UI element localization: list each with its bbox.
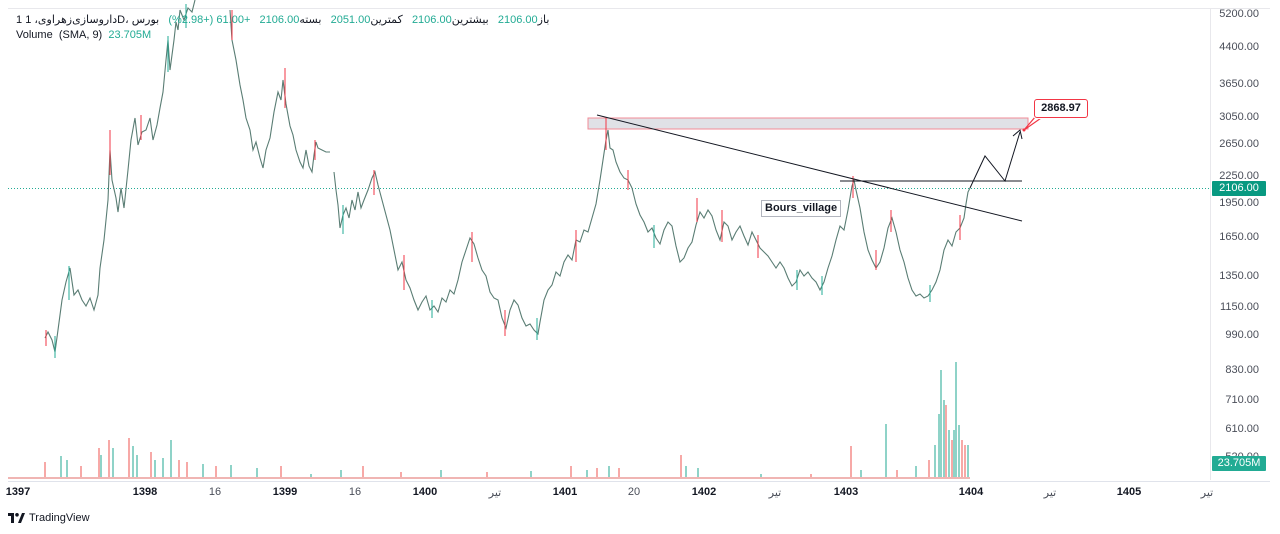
candle-wicks: [45, 4, 961, 358]
price-tick: 990.00: [1225, 329, 1259, 341]
descending-trendline[interactable]: [596, 114, 1023, 222]
target-price-callout[interactable]: 2868.97: [1034, 99, 1088, 118]
last-price-badge: 2106.00: [1212, 181, 1266, 196]
price-tick: 3050.00: [1219, 111, 1259, 123]
high-value: 2106.00: [411, 14, 452, 26]
price-tick: 4400.00: [1219, 41, 1259, 53]
price-tick: 1350.00: [1219, 270, 1259, 282]
price-tick: 2650.00: [1219, 138, 1259, 150]
chart-frame[interactable]: [8, 8, 1270, 482]
volume-value: 23.705M: [108, 29, 152, 41]
time-tick: 1397: [5, 486, 31, 498]
author-watermark-label[interactable]: Bours_village: [761, 200, 842, 217]
time-tick: 1401: [552, 486, 578, 498]
watermark-text: Bours_village: [765, 202, 838, 214]
time-tick: 1399: [272, 486, 298, 498]
price-tick: 2250.00: [1219, 170, 1259, 182]
time-tick: 1398: [132, 486, 158, 498]
close-label: بسته: [299, 14, 322, 26]
open-label: باز: [537, 14, 550, 26]
volume-legend-row[interactable]: Volume (SMA, 9) 23.705M: [16, 28, 549, 43]
low-value: 2051.00: [330, 14, 371, 26]
target-price-label: 2868.97: [1041, 102, 1081, 114]
volume-badge: 23.705M: [1212, 456, 1266, 471]
time-tick: 16: [208, 486, 222, 498]
price-tick: 1650.00: [1219, 231, 1259, 243]
time-tick: 20: [627, 486, 641, 498]
volume-label: Volume: [16, 29, 53, 41]
arrow-head-icon: [1012, 129, 1023, 140]
price-tick: 830.00: [1225, 364, 1259, 376]
price-series: [44, 0, 971, 353]
time-tick: تیر: [1043, 487, 1057, 499]
projection-path[interactable]: [969, 131, 1021, 189]
price-tick: 3650.00: [1219, 78, 1259, 90]
time-tick: تیر: [768, 487, 782, 499]
time-tick: تیر: [1200, 487, 1214, 499]
symbol-title[interactable]: 1 داروسازی‌زهراوی، 1D، بورس: [16, 14, 160, 26]
time-tick: 1404: [958, 486, 984, 498]
change-value: +61.00 (+2.98%): [168, 14, 251, 26]
time-tick: 1402: [691, 486, 717, 498]
price-tick: 1150.00: [1220, 301, 1259, 313]
price-tick: 610.00: [1225, 423, 1259, 435]
ohlc-legend-row: 1 داروسازی‌زهراوی، 1D، بورس باز2106.00 ب…: [16, 13, 549, 28]
time-tick: 16: [348, 486, 362, 498]
close-value: 2106.00: [259, 14, 300, 26]
time-tick: تیر: [488, 487, 502, 499]
volume-params: (SMA, 9): [58, 29, 103, 41]
time-tick: 1400: [412, 486, 438, 498]
chart-legend: 1 داروسازی‌زهراوی، 1D، بورس باز2106.00 ب…: [16, 13, 549, 43]
resistance-zone[interactable]: [587, 117, 1029, 130]
tradingview-logo-text: TradingView: [29, 512, 90, 524]
tradingview-logo[interactable]: TradingView: [8, 512, 90, 524]
tradingview-logo-icon: [8, 513, 25, 523]
high-label: بیشترین: [451, 14, 489, 26]
time-axis[interactable]: 1397 1398 16 1399 16 1400 تیر 1401 20 14…: [5, 481, 1214, 503]
price-axis[interactable]: 5200.00 4400.00 3650.00 3050.00 2650.00 …: [1210, 8, 1271, 480]
price-tick: 1950.00: [1219, 197, 1259, 209]
price-tick: 710.00: [1225, 394, 1259, 406]
price-chart-canvas[interactable]: [0, 0, 1210, 480]
low-label: کمترین: [370, 14, 403, 26]
time-tick: 1405: [1116, 486, 1142, 498]
volume-series: [8, 362, 970, 479]
time-tick: 1403: [833, 486, 859, 498]
open-value: 2106.00: [497, 14, 538, 26]
price-tick: 5200.00: [1219, 8, 1259, 20]
